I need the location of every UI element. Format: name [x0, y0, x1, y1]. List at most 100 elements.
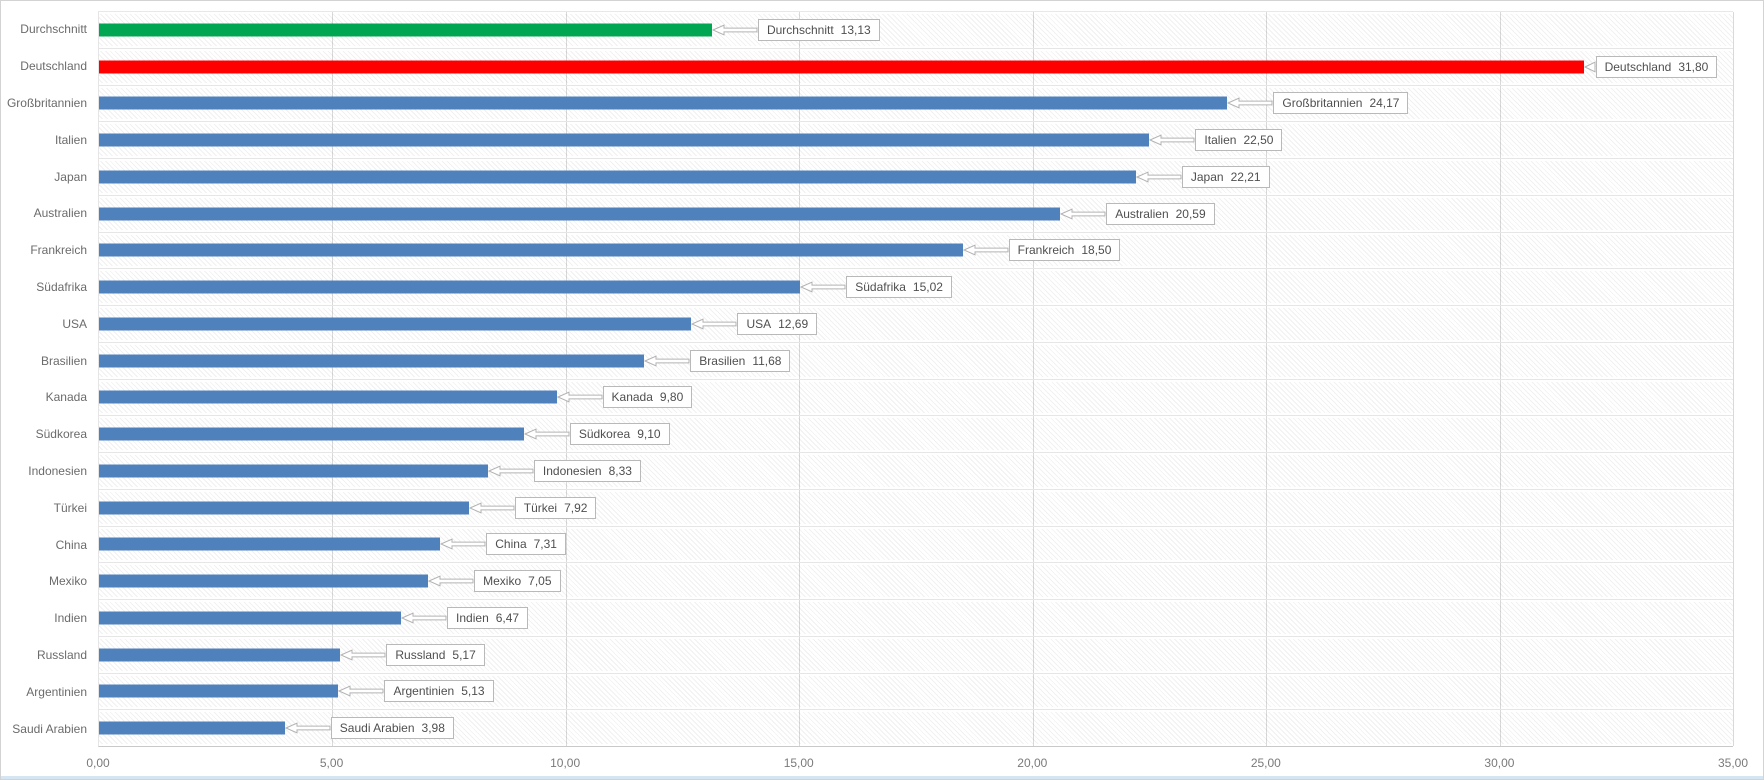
bar	[99, 390, 557, 404]
callout-value: 5,13	[461, 684, 485, 699]
bar	[99, 721, 285, 735]
leader-arrow-icon	[487, 465, 534, 477]
callout-box: USA 12,69	[737, 312, 818, 335]
category-label: Durchschnitt	[20, 22, 87, 37]
bar-callout: Großbritannien 24,17	[1227, 92, 1409, 115]
bar-callout: Südafrika 15,02	[800, 276, 952, 299]
callout-value: 15,02	[912, 280, 943, 295]
category-label: Australien	[33, 206, 87, 221]
bar	[99, 427, 524, 441]
bar	[99, 574, 429, 588]
leader-arrow-icon	[440, 538, 486, 550]
bar-row: Südkorea 9,10	[99, 416, 1733, 453]
category-label: USA	[62, 316, 87, 331]
bar-callout: Japan 22,21	[1135, 165, 1270, 188]
leader-arrow-icon	[556, 391, 603, 403]
x-axis-tick-label: 20,00	[1017, 756, 1048, 770]
leader-arrow-icon	[284, 722, 331, 734]
category-label: Indien	[54, 611, 87, 626]
category-label: Großbritannien	[6, 95, 87, 110]
leader-arrow-icon	[1149, 134, 1195, 146]
leader-arrow-icon	[401, 612, 447, 624]
bar-callout: Indonesien 8,33	[487, 459, 641, 482]
bar-row: Südafrika 15,02	[99, 269, 1733, 306]
bar	[99, 60, 1584, 74]
callout-category: Kanada	[611, 390, 653, 405]
x-axis-tick-label: 0,00	[86, 756, 110, 770]
callout-value: 3,98	[421, 721, 445, 736]
bar-callout: Mexiko 7,05	[428, 570, 561, 593]
bar-callout: Frankreich 18,50	[962, 239, 1121, 262]
callout-box: Indonesien 8,33	[533, 459, 641, 482]
callout-value: 5,17	[452, 647, 476, 662]
callout-value: 31,80	[1678, 59, 1709, 74]
bar-callout: Brasilien 11,68	[644, 349, 791, 372]
category-label: Frankreich	[30, 243, 87, 258]
callout-category: Türkei	[523, 500, 558, 515]
plot-area: Durchschnitt 13,13 Deutschland 31,80 Gro…	[98, 11, 1734, 747]
bar-row: Kanada 9,80	[99, 380, 1733, 417]
bar	[99, 354, 645, 368]
leader-arrow-icon	[962, 244, 1009, 256]
callout-category: Südafrika	[855, 280, 906, 295]
bar	[99, 96, 1228, 110]
callout-category: Brasilien	[699, 353, 746, 368]
callout-category: Durchschnitt	[766, 22, 834, 37]
callout-value: 8,33	[608, 463, 632, 478]
bar-row: Großbritannien 24,17	[99, 86, 1733, 123]
category-label: China	[55, 537, 87, 552]
leader-arrow-icon	[800, 281, 846, 293]
callout-category: Russland	[395, 647, 446, 662]
bar-row: Italien 22,50	[99, 122, 1733, 159]
callout-box: Russland 5,17	[386, 643, 485, 666]
category-label: Italien	[54, 132, 87, 147]
bar	[99, 464, 488, 478]
callout-category: Japan	[1190, 169, 1224, 184]
leader-arrow-icon	[711, 24, 758, 36]
bar	[99, 170, 1136, 184]
bar	[99, 133, 1150, 147]
callout-value: 24,17	[1369, 96, 1400, 111]
category-label: Indonesien	[28, 463, 87, 478]
x-axis-tick-label: 10,00	[550, 756, 581, 770]
callout-value: 22,21	[1230, 169, 1261, 184]
callout-box: Australien 20,59	[1106, 202, 1215, 225]
callout-box: Südafrika 15,02	[846, 276, 952, 299]
callout-box: Brasilien 11,68	[690, 349, 791, 372]
bar-row: Indien 6,47	[99, 600, 1733, 637]
category-label: Russland	[36, 647, 87, 662]
category-label: Brasilien	[40, 353, 87, 368]
x-axis-tick-label: 5,00	[319, 756, 344, 770]
bar-callout: Türkei 7,92	[468, 496, 597, 519]
leader-arrow-icon	[428, 575, 474, 587]
callout-category: Australien	[1115, 206, 1169, 221]
callout-category: Saudi Arabien	[339, 721, 415, 736]
x-axis-tick-label: 30,00	[1484, 756, 1515, 770]
x-axis: 0,00 5,00 10,00 15,00 20,00 25,00 30,00 35,00	[86, 756, 1748, 772]
leader-arrow-icon	[340, 649, 386, 661]
callout-category: Argentinien	[393, 684, 455, 699]
bottom-accent-strip	[1, 776, 1763, 779]
callout-category: USA	[746, 316, 772, 331]
chart-body: Durchschnitt Deutschland Großbritannien Ita…	[1, 11, 1734, 747]
leader-arrow-icon	[338, 685, 384, 697]
bar-callout: Südkorea 9,10	[523, 423, 670, 446]
leader-arrow-icon	[691, 318, 737, 330]
callout-box: Indien 6,47	[447, 606, 529, 629]
x-axis-tick-label: 25,00	[1250, 756, 1281, 770]
callout-box: Deutschland 31,80	[1595, 55, 1718, 78]
bar-callout: China 7,31	[440, 533, 566, 556]
leader-arrow-icon	[1060, 208, 1106, 220]
bar	[99, 23, 712, 37]
callout-category: Deutschland	[1604, 59, 1672, 74]
bar-row: China 7,31	[99, 527, 1733, 564]
x-axis-tick-label: 35,00	[1717, 756, 1749, 770]
category-label: Südafrika	[36, 279, 87, 294]
callout-category: Südkorea	[578, 427, 631, 442]
category-label: Kanada	[45, 390, 87, 405]
category-labels: Durchschnitt Deutschland Großbritannien Ita…	[1, 11, 98, 747]
leader-arrow-icon	[468, 502, 515, 514]
leader-arrow-icon	[1135, 171, 1182, 183]
callout-value: 13,13	[840, 22, 871, 37]
